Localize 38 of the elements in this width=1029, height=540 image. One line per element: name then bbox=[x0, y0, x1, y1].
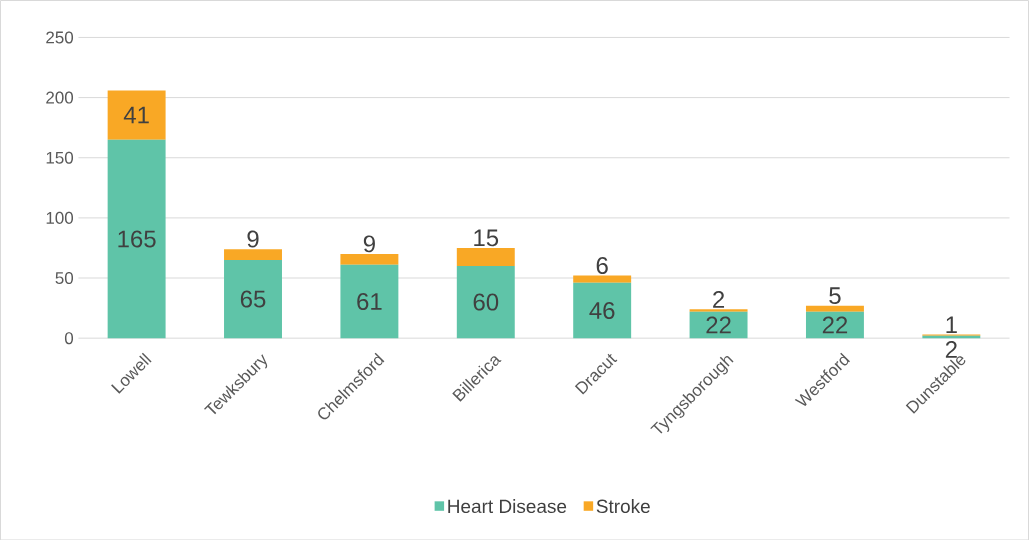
bar bbox=[340, 253, 399, 265]
data-label: 9 bbox=[363, 235, 375, 253]
y-tick-label: 50 bbox=[55, 271, 74, 284]
bar bbox=[224, 248, 282, 260]
y-tick-label: 150 bbox=[46, 151, 74, 164]
bar bbox=[456, 247, 515, 266]
data-label: 1 bbox=[946, 316, 957, 333]
bar bbox=[107, 90, 166, 140]
data-label: 61 bbox=[357, 292, 382, 310]
data-label: 2 bbox=[945, 340, 957, 358]
data-label: 65 bbox=[240, 290, 266, 308]
data-label: 5 bbox=[829, 287, 841, 304]
data-label: 2 bbox=[713, 290, 725, 308]
bar bbox=[456, 265, 515, 338]
data-label: 22 bbox=[706, 316, 731, 334]
bar bbox=[573, 282, 632, 338]
bar bbox=[573, 275, 632, 283]
legend-label: Stroke bbox=[596, 498, 650, 513]
data-label: 9 bbox=[247, 230, 259, 248]
bar bbox=[340, 264, 399, 338]
y-tick-label: 0 bbox=[64, 331, 74, 344]
bar bbox=[689, 311, 748, 338]
data-label: 15 bbox=[474, 229, 499, 247]
data-label: 6 bbox=[596, 256, 608, 274]
data-label: 46 bbox=[589, 301, 615, 319]
data-label: 165 bbox=[118, 230, 156, 248]
y-tick-label: 100 bbox=[46, 211, 74, 224]
y-tick-label: 250 bbox=[46, 31, 74, 44]
bar bbox=[224, 259, 282, 338]
data-label: 22 bbox=[822, 316, 848, 334]
bar bbox=[805, 305, 864, 312]
data-label: 41 bbox=[123, 106, 149, 124]
legend-label: Heart Disease bbox=[448, 498, 567, 513]
data-label: 60 bbox=[473, 293, 499, 311]
bar bbox=[107, 139, 166, 338]
bar bbox=[805, 311, 864, 338]
bar bbox=[689, 309, 748, 312]
y-tick-label: 200 bbox=[46, 91, 74, 104]
